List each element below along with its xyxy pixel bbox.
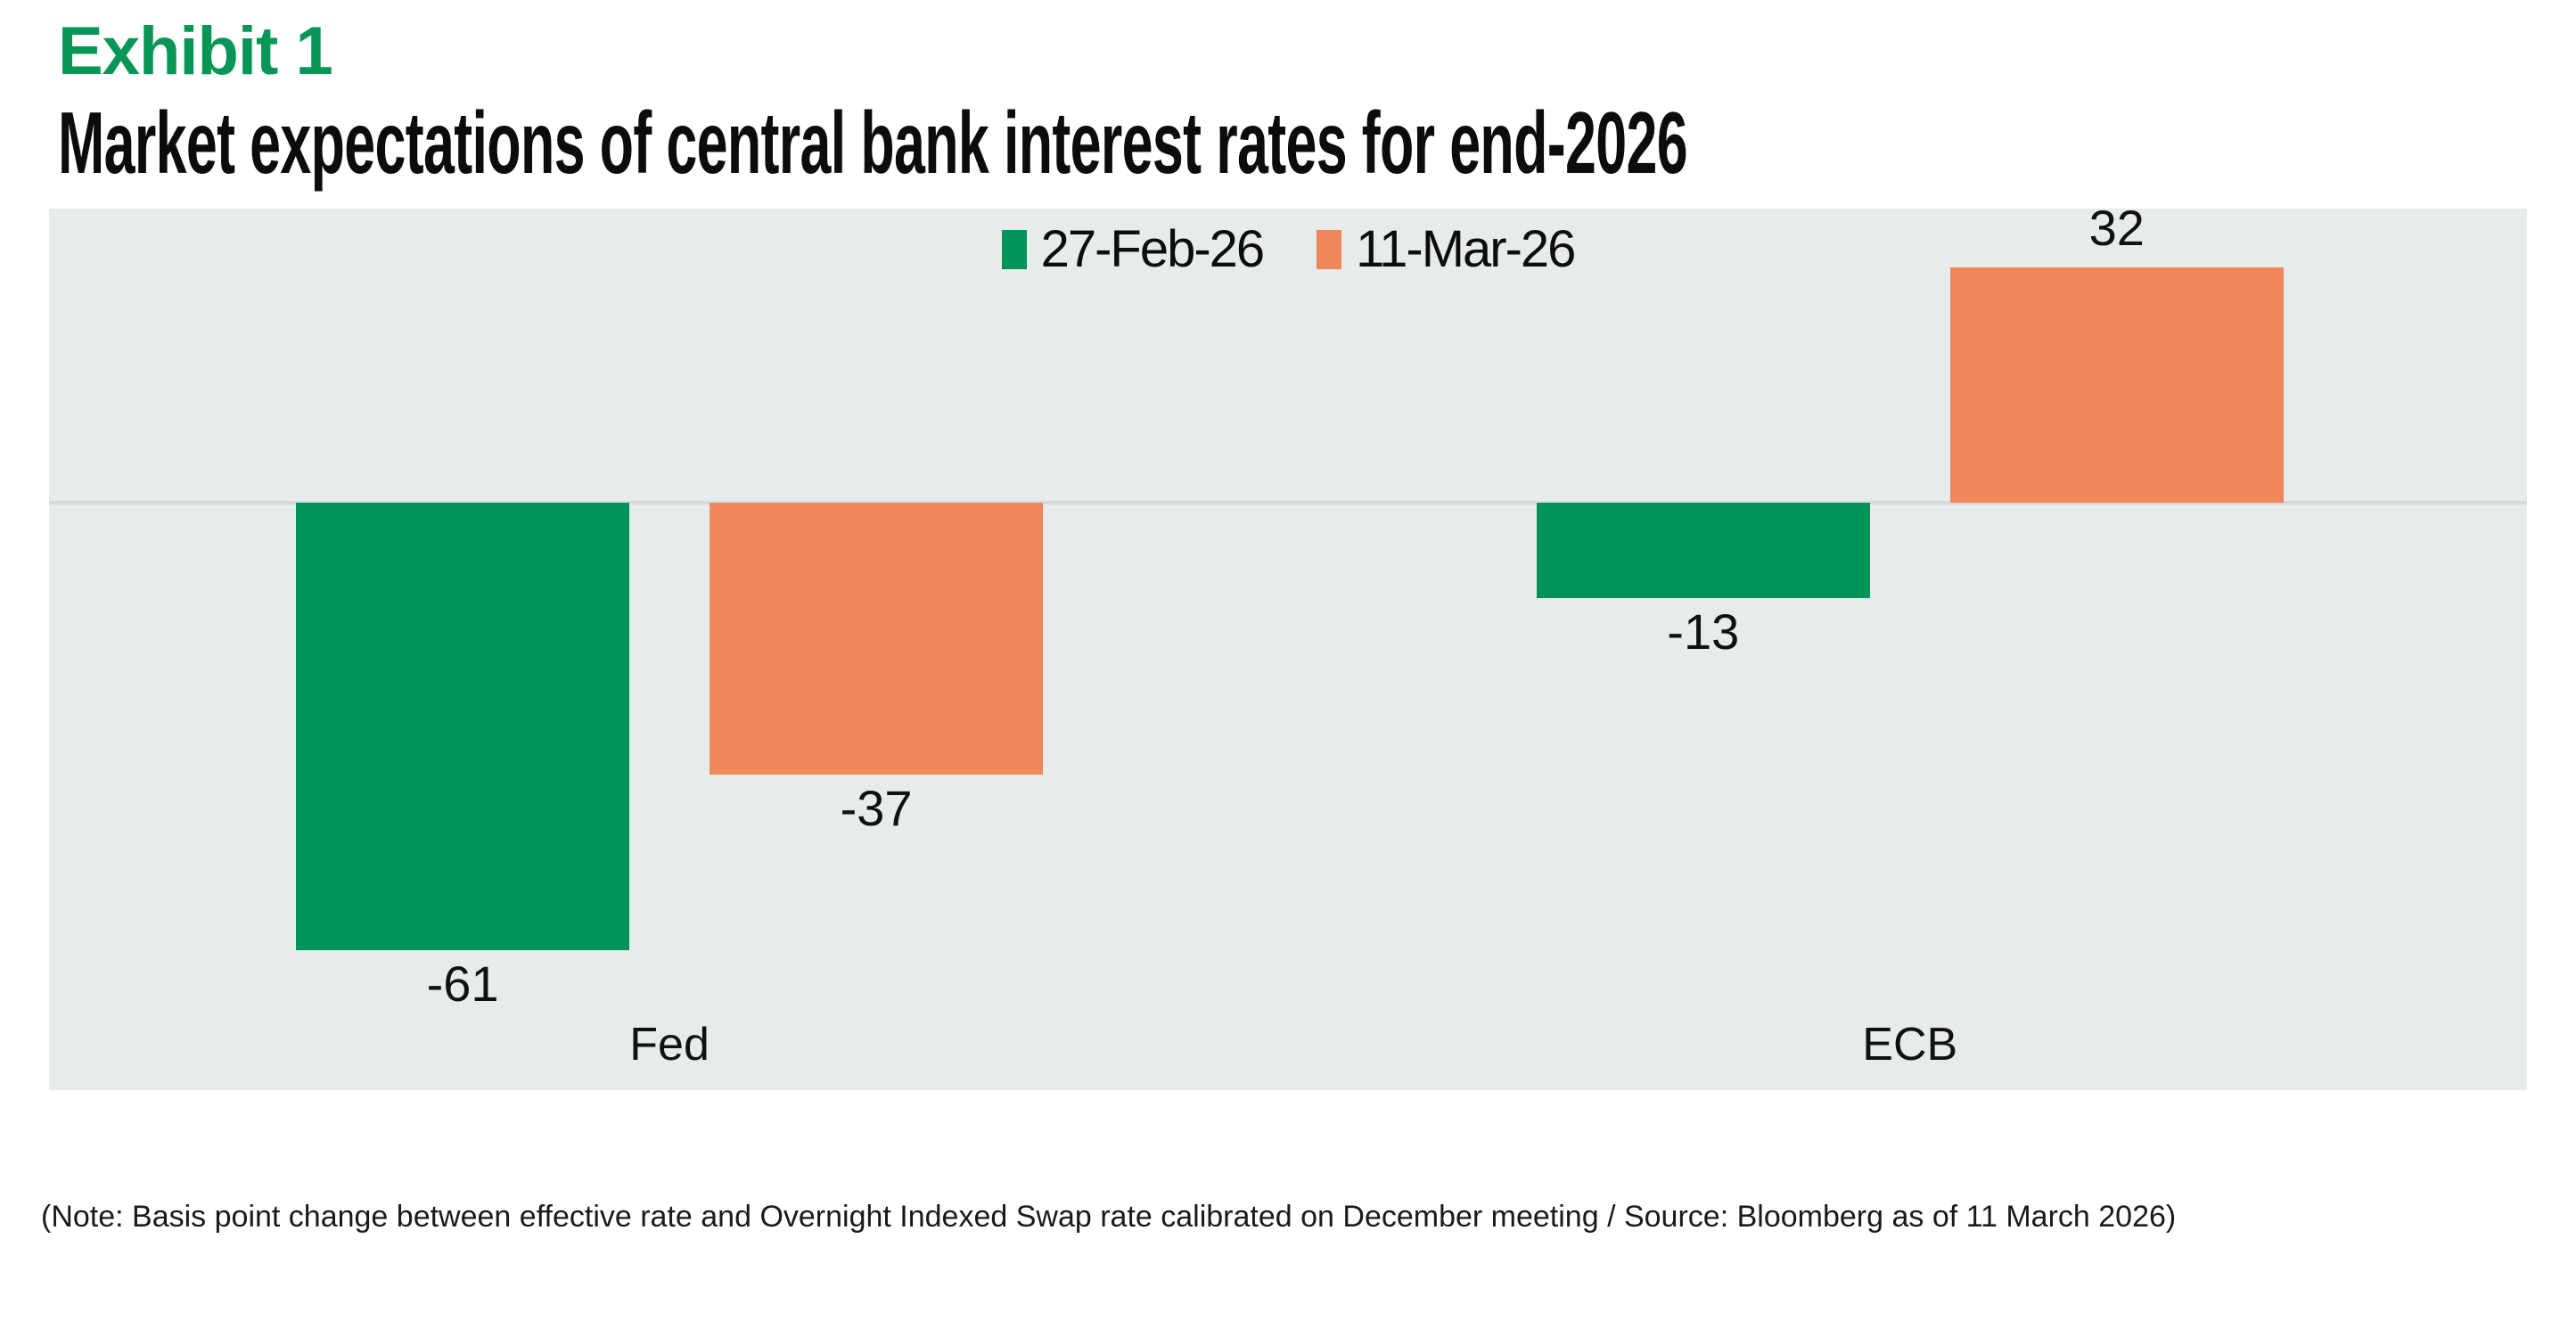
legend-label: 27-Feb-26: [1040, 220, 1266, 278]
chart-title: Market expectations of central bank inte…: [58, 94, 1688, 192]
value-label-ecb-27-feb-26: -13: [1667, 603, 1740, 660]
chart-plot-area: 27-Feb-26 11-Mar-26 -61 -37 -13 32 Fed ECB: [49, 202, 2527, 1090]
x-axis-label-ecb: ECB: [1862, 1019, 1958, 1071]
value-label-ecb-11-mar-26: 32: [2088, 199, 2145, 256]
value-label-fed-11-mar-26: -37: [840, 779, 913, 836]
source-note: (Note: Basis point change between effect…: [41, 1200, 2177, 1234]
value-label-fed-27-feb-26: -61: [426, 956, 499, 1013]
legend-item-27-feb-26: 27-Feb-26: [1001, 220, 1266, 278]
bar-ecb-11-mar-26: [1949, 267, 2284, 503]
zero-axis-line: [49, 500, 2527, 505]
legend-label: 11-Mar-26: [1356, 220, 1576, 278]
exhibit-label: Exhibit 1: [58, 13, 333, 89]
legend-item-11-mar-26: 11-Mar-26: [1317, 220, 1576, 278]
bar-fed-27-feb-26: [296, 502, 630, 951]
x-axis-label-fed: Fed: [629, 1019, 710, 1071]
legend-color-swatch: [1317, 230, 1342, 269]
chart-legend: 27-Feb-26 11-Mar-26: [49, 221, 2527, 278]
bar-ecb-27-feb-26: [1536, 502, 1870, 598]
legend-color-swatch: [1001, 230, 1027, 269]
bar-fed-11-mar-26: [710, 502, 1044, 775]
